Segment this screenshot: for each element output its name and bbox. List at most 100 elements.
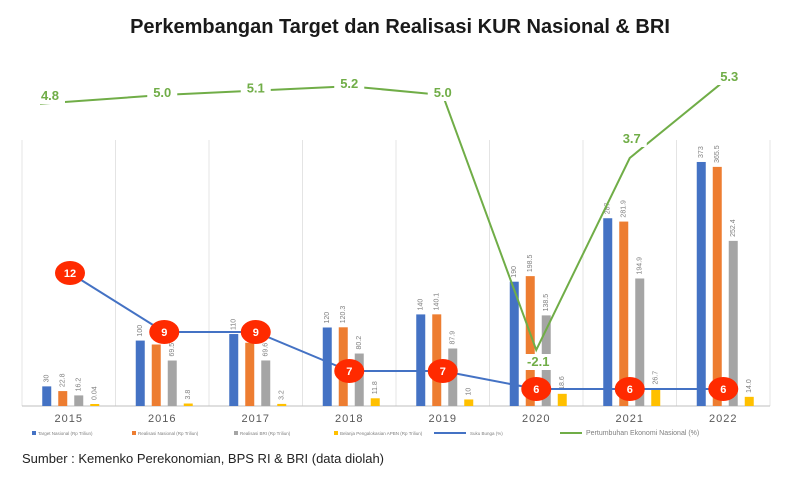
bar-value-label: 11.8 xyxy=(372,381,379,394)
bar-realisasi_bri xyxy=(261,360,271,406)
bar-value-label: 198.5 xyxy=(527,255,534,273)
economic-growth-label: 5.0 xyxy=(434,85,452,100)
interest-rate-label: 6 xyxy=(720,384,726,396)
bar-value-label: 3.8 xyxy=(185,390,192,400)
bar-realisasi_bri xyxy=(167,360,177,406)
bar-subsidi xyxy=(557,393,567,406)
economic-growth-label: 3.7 xyxy=(623,131,641,146)
bar-value-label: 190 xyxy=(511,266,518,278)
bar-value-label: 3.2 xyxy=(279,390,286,400)
economic-growth-label: 5.1 xyxy=(247,81,265,96)
bar-value-label: 140 xyxy=(418,299,425,311)
bar-target xyxy=(509,281,519,406)
legend: Target Nasional (Rp Triliun) Realisasi Na… xyxy=(32,430,699,437)
bar-value-label: 22.8 xyxy=(60,373,67,387)
x-tick-label: 2016 xyxy=(148,413,176,425)
interest-rate-marker xyxy=(55,261,85,285)
economic-growth-label: -2.1 xyxy=(527,354,549,369)
bar-value-label: 69.6 xyxy=(263,343,270,357)
x-tick-label: 2020 xyxy=(522,413,550,425)
interest-rate-label: 6 xyxy=(627,384,633,396)
legend-label: Belanja Pengalokasian APBN (Rp Triliun) xyxy=(340,431,423,436)
economic-growth-label-bg xyxy=(616,131,647,147)
interest-rate-marker xyxy=(427,359,458,383)
bar-subsidi xyxy=(183,403,193,406)
interest-rate-marker xyxy=(708,377,739,401)
bar-target xyxy=(42,386,52,406)
source-note: Sumber : Kemenko Perekonomian, BPS RI & … xyxy=(22,451,385,466)
economic-growth-label-bg xyxy=(714,69,745,85)
bar-target xyxy=(416,314,426,406)
bar-subsidi xyxy=(370,398,380,406)
bar-value-label: 0.04 xyxy=(92,386,99,400)
bar-labels: 3010011012014019028737322.894.096.7120.3… xyxy=(44,145,754,400)
economic-growth-label-bg xyxy=(35,88,65,104)
legend-label: Pertumbuhan Ekonomi Nasional (%) xyxy=(586,430,699,437)
economic-growth-label: 4.8 xyxy=(41,88,59,103)
bar-realisasi_bri xyxy=(635,278,645,406)
bar-target xyxy=(696,161,706,406)
bar-value-label: 120.3 xyxy=(340,306,347,324)
bar-target xyxy=(229,334,239,406)
interest-rate-label: 12 xyxy=(64,268,76,280)
interest-rate-label: 6 xyxy=(533,384,539,396)
economic-growth-label: 5.3 xyxy=(720,69,738,84)
bar-realisasi_nasional xyxy=(151,344,161,406)
bar-value-label: 140.1 xyxy=(434,293,441,311)
interest-rate-line: 12 9 9 7 7 6 6 6 xyxy=(55,261,739,401)
x-tick-label: 2019 xyxy=(429,413,457,425)
bar-value-label: 194.9 xyxy=(637,257,644,275)
bar-value-label: 16.2 xyxy=(76,378,83,392)
bar-value-label: 252.4 xyxy=(730,219,737,237)
legend-swatch xyxy=(234,431,238,435)
legend-swatch xyxy=(132,431,136,435)
bar-value-label: 26.7 xyxy=(653,371,660,385)
bar-target xyxy=(135,340,145,406)
x-axis: 2015 2016 2017 2018 2019 2020 2021 2022 xyxy=(55,413,737,425)
bar-value-label: 69.5 xyxy=(169,343,176,357)
economic-growth-polyline xyxy=(39,81,724,353)
economic-growth-label-bg xyxy=(427,85,458,101)
bar-realisasi_nasional xyxy=(58,391,68,406)
grid xyxy=(21,140,771,407)
bar-realisasi_nasional xyxy=(525,276,535,406)
bar-value-label: 100 xyxy=(137,325,144,337)
bar-subsidi xyxy=(651,388,661,406)
x-tick-label: 2015 xyxy=(55,413,83,425)
legend-label: Suku Bunga (%) xyxy=(470,431,503,436)
bar-realisasi_nasional xyxy=(245,342,255,406)
interest-rate-polyline xyxy=(69,272,724,390)
economic-growth-line: 4.8 5.0 5.1 5.2 5.0 -2.1 3.7 5.3 xyxy=(35,69,745,370)
bar-target xyxy=(603,218,613,406)
x-tick-label: 2017 xyxy=(242,413,270,425)
bar-value-label: 110 xyxy=(231,319,238,330)
bar-value-label: 365.5 xyxy=(714,145,721,163)
bar-value-label: 87.9 xyxy=(450,331,457,345)
interest-rate-marker xyxy=(240,320,271,344)
chart-title: Perkembangan Target dan Realisasi KUR Na… xyxy=(130,16,670,38)
bar-realisasi_bri xyxy=(728,240,738,406)
interest-rate-marker xyxy=(334,359,365,383)
interest-rate-label: 7 xyxy=(346,366,352,378)
bar-value-label: 281.9 xyxy=(621,200,628,218)
interest-rate-label: 9 xyxy=(161,327,167,339)
bar-value-label: 80.2 xyxy=(356,336,363,350)
bar-realisasi_bri xyxy=(74,395,84,406)
economic-growth-label: 5.2 xyxy=(340,76,358,91)
bar-value-label: 120 xyxy=(324,312,331,324)
bar-subsidi xyxy=(277,403,287,406)
bar-value-label: 18.6 xyxy=(559,376,566,390)
chart: 3010011012014019028737322.894.096.7120.3… xyxy=(21,69,771,437)
bar-subsidi xyxy=(744,396,754,406)
economic-growth-label: 5.0 xyxy=(153,85,171,100)
bar-target xyxy=(322,327,332,406)
legend-swatch xyxy=(334,431,338,435)
economic-growth-label-bg xyxy=(240,80,271,97)
x-tick-label: 2022 xyxy=(709,413,737,425)
economic-growth-label-bg xyxy=(522,354,555,370)
bar-value-label: 30 xyxy=(44,374,51,382)
legend-label: Realisasi Nasional (Rp Triliun) xyxy=(138,431,199,436)
bar-realisasi_nasional xyxy=(712,166,722,406)
interest-rate-marker xyxy=(614,377,645,401)
bar-realisasi_nasional xyxy=(619,221,629,406)
